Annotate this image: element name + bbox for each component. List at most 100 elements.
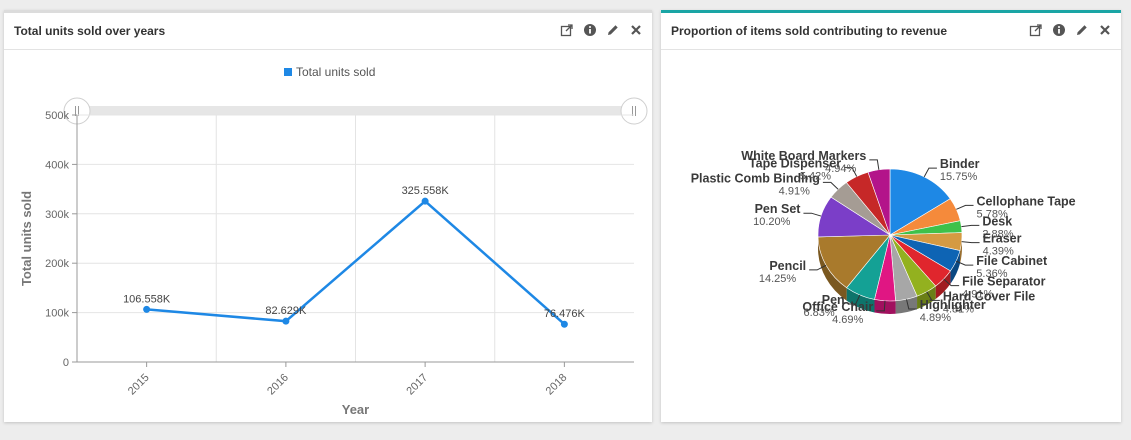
leader-line <box>809 264 827 271</box>
leader-line <box>961 224 980 228</box>
slice-name-label: Highlighter <box>920 298 986 312</box>
slice-name-label: Binder <box>940 157 980 171</box>
leader-line <box>923 167 937 178</box>
leader-line <box>906 299 917 310</box>
slice-name-label: Tape Dispenser <box>749 157 841 171</box>
data-point <box>282 317 290 325</box>
leader-line <box>844 167 858 177</box>
info-icon[interactable] <box>1051 22 1067 38</box>
pie-slice-side <box>846 287 875 313</box>
y-tick-label: 500k <box>45 110 69 122</box>
range-slider-right-handle[interactable] <box>620 97 648 125</box>
edit-icon[interactable] <box>605 22 621 38</box>
y-tick-label: 0 <box>63 357 69 369</box>
panel-header: Proportion of items sold contributing to… <box>661 13 1121 50</box>
slice-percent-label: 5.42% <box>800 171 831 183</box>
slice-name-label: Pencil <box>769 259 806 273</box>
legend: Total units sold <box>284 65 375 79</box>
panel-title: Total units sold over years <box>14 24 166 38</box>
y-tick-label: 400k <box>45 159 69 171</box>
leader-line <box>869 159 880 170</box>
range-slider <box>63 97 648 125</box>
data-point <box>560 320 568 328</box>
info-icon[interactable] <box>582 22 598 38</box>
data-point <box>143 305 151 313</box>
pie-slice-side <box>950 250 960 284</box>
leader-line <box>955 260 974 266</box>
expand-icon[interactable] <box>559 22 575 38</box>
data-label: 325.558K <box>402 185 450 197</box>
slice-percent-label: 15.75% <box>940 171 978 183</box>
data-label: 106.558K <box>123 293 171 305</box>
leader-line <box>961 241 980 244</box>
slice-percent-label: 4.91% <box>962 289 993 301</box>
slice-percent-label: 4.94% <box>825 163 856 175</box>
leader-line <box>822 181 839 190</box>
edit-icon[interactable] <box>1074 22 1090 38</box>
x-tick-label: 2018 <box>544 372 570 398</box>
slice-percent-label: 4.39% <box>983 246 1014 258</box>
slice-percent-label: 5.36% <box>976 268 1007 280</box>
slice-percent-label: 4.89% <box>920 312 951 324</box>
panel-body: Total units sold 0 100k 200k 300k 400k 500k 201… <box>4 50 652 422</box>
line-chart-panel: Total units sold over years Total units … <box>4 10 652 422</box>
close-icon[interactable] <box>628 22 644 38</box>
x-axis: 2015 2016 2017 2018 <box>126 362 570 398</box>
slice-name-label: White Board Markers <box>741 149 866 163</box>
slice-percent-label: 4.69% <box>832 314 863 326</box>
slice-name-label: Plastic Comb Binding <box>691 171 820 185</box>
slice-percent-label: 4.91% <box>779 185 810 197</box>
slice-name-label: Hard Cover File <box>943 289 1035 303</box>
pie-slice[interactable] <box>889 168 951 236</box>
legend-label: Total units sold <box>296 65 375 79</box>
data-label: 76.476K <box>544 308 586 320</box>
leader-line <box>803 212 822 217</box>
slice-name-label: Pen Set <box>755 202 802 216</box>
pie-slices <box>817 168 963 302</box>
expand-icon[interactable] <box>1028 22 1044 38</box>
close-icon[interactable] <box>1097 22 1113 38</box>
slice-name-label: Cellophane Tape <box>977 194 1076 208</box>
slice-percent-label: 2.88% <box>982 228 1013 240</box>
pie-slice[interactable] <box>817 234 891 289</box>
slice-percent-label: 14.25% <box>759 273 797 285</box>
y-axis-title: Total units sold <box>19 191 34 286</box>
panel-toolbar <box>559 22 644 40</box>
slice-percent-label: 5.78% <box>977 208 1008 220</box>
series-line <box>146 199 566 326</box>
y-axis: 0 100k 200k 300k 400k 500k <box>45 110 634 369</box>
x-tick-label: 2017 <box>404 372 430 398</box>
slice-percent-label: 6.83% <box>803 307 834 319</box>
pie-slice-side <box>935 270 951 300</box>
leader-line <box>876 300 886 312</box>
x-tick-label: 2015 <box>126 372 152 398</box>
panel-body: Binder 15.75% Cellophane Tape 5.78% Desk 2.88… <box>661 50 1121 422</box>
slice-name-label: File Separator <box>962 275 1045 289</box>
line-chart: Total units sold 0 100k 200k 300k 400k 500k 201… <box>19 65 648 417</box>
x-axis-title: Year <box>342 402 369 417</box>
slice-name-label: Pen <box>822 293 845 307</box>
slice-name-label: Eraser <box>983 232 1022 246</box>
y-tick-label: 100k <box>45 308 69 320</box>
leader-line <box>847 294 861 305</box>
pie-slice-side <box>818 236 847 301</box>
y-tick-label: 300k <box>45 209 69 221</box>
pie-slice-side <box>917 286 936 310</box>
leader-line <box>926 291 940 301</box>
range-slider-track <box>77 106 634 115</box>
panel-header: Total units sold over years <box>4 13 652 50</box>
legend-swatch <box>284 68 292 76</box>
slice-percent-label: 10.20% <box>753 216 791 228</box>
panel-title: Proportion of items sold contributing to… <box>671 24 948 38</box>
